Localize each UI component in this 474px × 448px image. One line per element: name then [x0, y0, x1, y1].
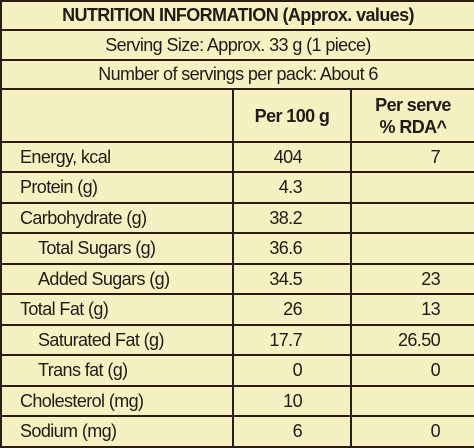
- header-cell: [0, 88, 234, 143]
- value-rda: 0: [349, 415, 474, 448]
- header-cell: Per serve% RDA^: [349, 88, 474, 143]
- nutrient: Added Sugars (g): [0, 262, 234, 296]
- nutrient: Sodium (mg): [0, 415, 234, 448]
- value-rda: [349, 232, 474, 265]
- value-per-100g: 10: [232, 384, 352, 418]
- table-title: NUTRITION INFORMATION (Approx. values): [0, 0, 474, 32]
- value-rda: 23: [349, 262, 474, 296]
- value-per-100g: 17.7: [232, 323, 352, 357]
- nutrient: Protein (g): [0, 171, 234, 204]
- value-rda: 13: [349, 293, 474, 326]
- value-per-100g: 26: [232, 293, 352, 326]
- header-cell: Per 100 g: [232, 88, 352, 143]
- header-line: Per serve: [375, 94, 451, 115]
- serving-size: Serving Size: Approx. 33 g (1 piece): [0, 29, 474, 61]
- value-per-100g: 34.5: [232, 262, 352, 296]
- servings-per-pack: Number of servings per pack: About 6: [0, 58, 474, 91]
- value-per-100g: 36.6: [232, 232, 352, 265]
- value-per-100g: 404: [232, 140, 352, 174]
- value-rda: 0: [349, 354, 474, 387]
- value-rda: [349, 171, 474, 204]
- nutrient: Cholesterol (mg): [0, 384, 234, 418]
- nutrient: Saturated Fat (g): [0, 323, 234, 357]
- nutrient: Total Fat (g): [0, 293, 234, 326]
- value-per-100g: 0: [232, 354, 352, 387]
- value-per-100g: 6: [232, 415, 352, 448]
- value-per-100g: 38.2: [232, 201, 352, 235]
- value-rda: 7: [349, 140, 474, 174]
- value-rda: [349, 201, 474, 235]
- nutrient: Trans fat (g): [0, 354, 234, 387]
- header-line: % RDA^: [379, 116, 448, 137]
- nutrient: Carbohydrate (g): [0, 201, 234, 235]
- nutrient: Total Sugars (g): [0, 232, 234, 265]
- value-per-100g: 4.3: [232, 171, 352, 204]
- nutrient: Energy, kcal: [0, 140, 234, 174]
- value-rda: [349, 384, 474, 418]
- value-rda: 26.50: [349, 323, 474, 357]
